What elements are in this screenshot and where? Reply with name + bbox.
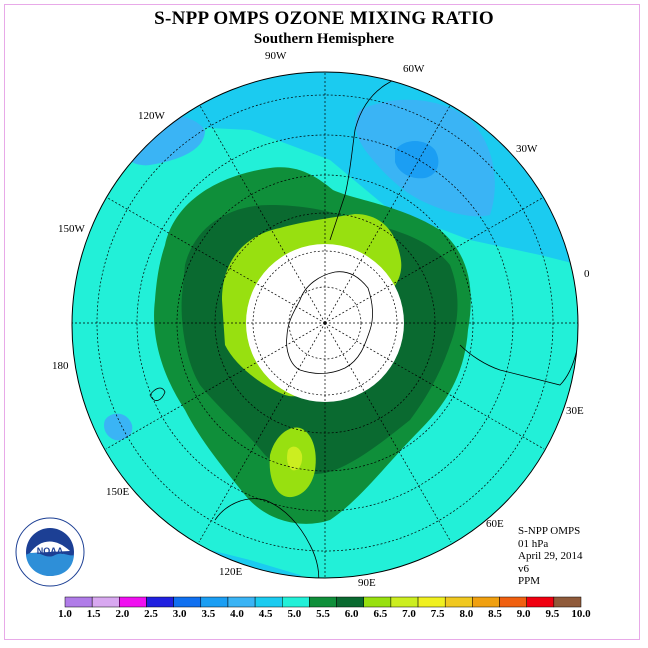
coastline-africa	[459, 344, 578, 386]
logo-text: NOAA	[37, 546, 64, 556]
coastline-antarctica	[286, 271, 374, 374]
scale-tick-label: 4.0	[230, 608, 244, 620]
scale-tick-label: 6.5	[373, 608, 388, 620]
scale-swatch	[282, 596, 310, 608]
lon-label-120w: 120W	[138, 110, 165, 122]
scale-swatch	[254, 596, 283, 608]
coastline-australia	[214, 498, 320, 578]
map-title: S-NPP OMPS OZONE MIXING RATIO	[154, 8, 494, 29]
lon-label-150w: 150W	[58, 223, 85, 235]
lon-label-150e: 150E	[106, 486, 130, 498]
scale-swatch	[173, 596, 202, 608]
lon-label-60e: 60E	[486, 518, 504, 530]
scale-tick-label: 10.0	[571, 608, 591, 620]
scale-swatch	[553, 596, 582, 608]
scale-tick-label: 6.0	[344, 608, 359, 620]
scale-swatch	[499, 596, 527, 608]
scale-swatch	[390, 596, 419, 608]
map-boundary	[71, 71, 579, 579]
coastline-new-zealand	[149, 387, 166, 401]
scale-swatch	[417, 596, 446, 608]
scale-tick-label: 8.5	[488, 608, 502, 620]
info-product: S-NPP OMPS	[518, 525, 581, 537]
scale-tick-label: 3.5	[201, 608, 216, 620]
scale-tick-label: 3.0	[172, 608, 187, 620]
scale-swatch	[200, 596, 229, 608]
lon-label-90w: 90W	[265, 50, 287, 62]
product-info: S-NPP OMPS 01 hPa April 29, 2014 v6 PPM	[518, 525, 582, 588]
scale-tick-label: 7.5	[430, 608, 445, 620]
scale-swatch	[472, 596, 500, 608]
scale-tick-label: 2.5	[144, 608, 158, 620]
scale-swatch	[526, 596, 555, 608]
scale-swatch	[363, 596, 392, 608]
scale-swatch	[227, 596, 256, 608]
lon-label-180: 180	[52, 360, 69, 372]
info-level: 01 hPa	[518, 537, 549, 550]
ozone-contour-3.5	[395, 141, 439, 179]
map-subtitle: Southern Hemisphere	[253, 31, 395, 47]
ozone-contour-4.0-left	[104, 413, 133, 441]
scale-tick-label: 7.0	[402, 608, 416, 620]
info-version: v6	[518, 562, 529, 575]
scale-swatch	[64, 596, 93, 608]
scale-swatch	[309, 596, 337, 608]
scale-tick-label: 1.5	[86, 608, 101, 620]
scale-swatch	[146, 596, 174, 608]
ozone-contour-7.0-lobe	[287, 446, 303, 471]
scale-tick-label: 9.5	[545, 608, 560, 620]
scale-swatch	[336, 596, 364, 608]
scale-tick-label: 9.0	[516, 608, 531, 620]
info-units: PPM	[518, 575, 541, 587]
scale-swatch	[119, 596, 147, 608]
lon-label-0: 0	[584, 268, 590, 280]
ozone-field	[72, 72, 578, 578]
noaa-logo: NOAA	[15, 517, 85, 587]
scale-tick-label: 5.0	[287, 608, 302, 620]
lon-label-30w: 30W	[516, 143, 538, 155]
scale-swatch	[91, 596, 120, 608]
figure-frame	[4, 4, 640, 640]
scale-tick-label: 4.5	[258, 608, 273, 620]
scale-tick-label: 2.0	[115, 608, 130, 620]
lon-label-60w: 60W	[403, 63, 425, 75]
scale-tick-label: 1.0	[58, 608, 72, 620]
lon-label-30e: 30E	[566, 405, 584, 417]
scale-swatch	[444, 596, 473, 608]
lon-label-120e: 120E	[219, 566, 243, 578]
scale-tick-label: 8.0	[459, 608, 474, 620]
lon-label-90e: 90E	[358, 577, 376, 589]
meridians	[72, 72, 578, 578]
info-date: April 29, 2014	[518, 550, 583, 562]
scale-tick-label: 5.5	[316, 608, 330, 620]
